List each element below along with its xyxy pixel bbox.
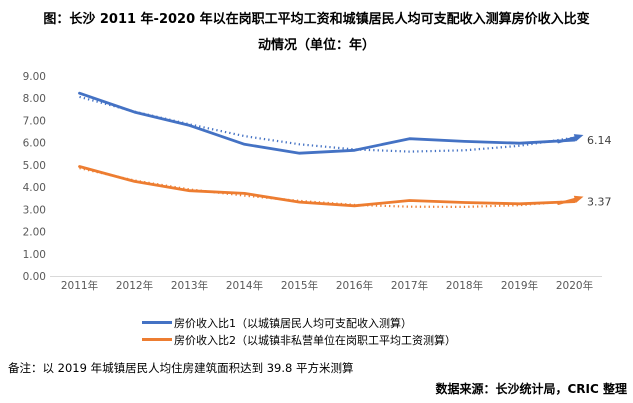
x-tick-label: 2019年: [501, 279, 538, 292]
y-tick-label: 9.00: [23, 71, 46, 83]
y-tick-label: 1.00: [23, 249, 46, 261]
legend-label-series1: 房价收入比1（以城镇居民人均可支配收入测算）: [174, 316, 412, 330]
chart-title-line1: 图：长沙 2011 年-2020 年以在岗职工平均工资和城镇居民人均可支配收入测…: [43, 12, 590, 27]
series-line: [78, 91, 576, 155]
x-tick-label: 2016年: [336, 279, 373, 292]
end-arrow-head: [573, 134, 584, 142]
y-tick-label: 6.00: [23, 138, 46, 150]
chart-title-line2: 动情况（单位：年）: [257, 38, 375, 53]
x-tick-label: 2011年: [61, 279, 98, 292]
y-tick-label: 7.00: [23, 115, 46, 127]
x-tick-label: 2015年: [281, 279, 318, 292]
series1-line-swatch: [142, 321, 172, 324]
trend-line: [79, 167, 575, 208]
series-end-value-label: 3.37: [587, 196, 612, 209]
x-tick-label: 2018年: [446, 279, 483, 292]
y-tick-label: 3.00: [23, 204, 46, 216]
series-line: [78, 165, 576, 208]
x-tick-label: 2017年: [391, 279, 428, 292]
trend-line: [79, 95, 575, 153]
x-tick-label: 2013年: [171, 279, 208, 292]
data-source: 数据来源：长沙统计局，CRIC 整理: [435, 382, 628, 396]
x-tick-label: 2014年: [226, 279, 263, 292]
legend: 房价收入比1（以城镇居民人均可支配收入测算） 房价收入比2（以城镇非私营单位在岗…: [142, 314, 456, 348]
chart-title: 图：长沙 2011 年-2020 年以在岗职工平均工资和城镇居民人均可支配收入测…: [18, 7, 615, 59]
y-tick-label: 4.00: [23, 182, 46, 194]
footnote: 备注：以 2019 年城镇居民人均住房建筑面积达到 39.8 平方米测算: [8, 361, 354, 375]
y-tick-label: 2.00: [23, 227, 46, 239]
legend-item-series2: 房价收入比2（以城镇非私营单位在岗职工平均工资测算）: [142, 331, 456, 348]
y-tick-label: 5.00: [23, 160, 46, 172]
x-tick-label: 2012年: [116, 279, 153, 292]
series-end-value-label: 6.14: [587, 134, 612, 147]
end-arrow-shaft: [557, 135, 580, 144]
legend-label-series2: 房价收入比2（以城镇非私营单位在岗职工平均工资测算）: [174, 333, 456, 347]
y-tick-label: 8.00: [23, 93, 46, 105]
y-tick-label: 0.00: [23, 271, 46, 283]
chart-canvas: 0.00 1.00 2.00 3.00 4.00 5.00 6.00 7.00 8.00 9.00…: [23, 71, 612, 292]
end-arrow-head: [573, 195, 584, 203]
legend-item-series1: 房价收入比1（以城镇居民人均可支配收入测算）: [142, 314, 456, 331]
series2-line-swatch: [142, 338, 172, 341]
x-tick-label: 2020年: [556, 279, 593, 292]
